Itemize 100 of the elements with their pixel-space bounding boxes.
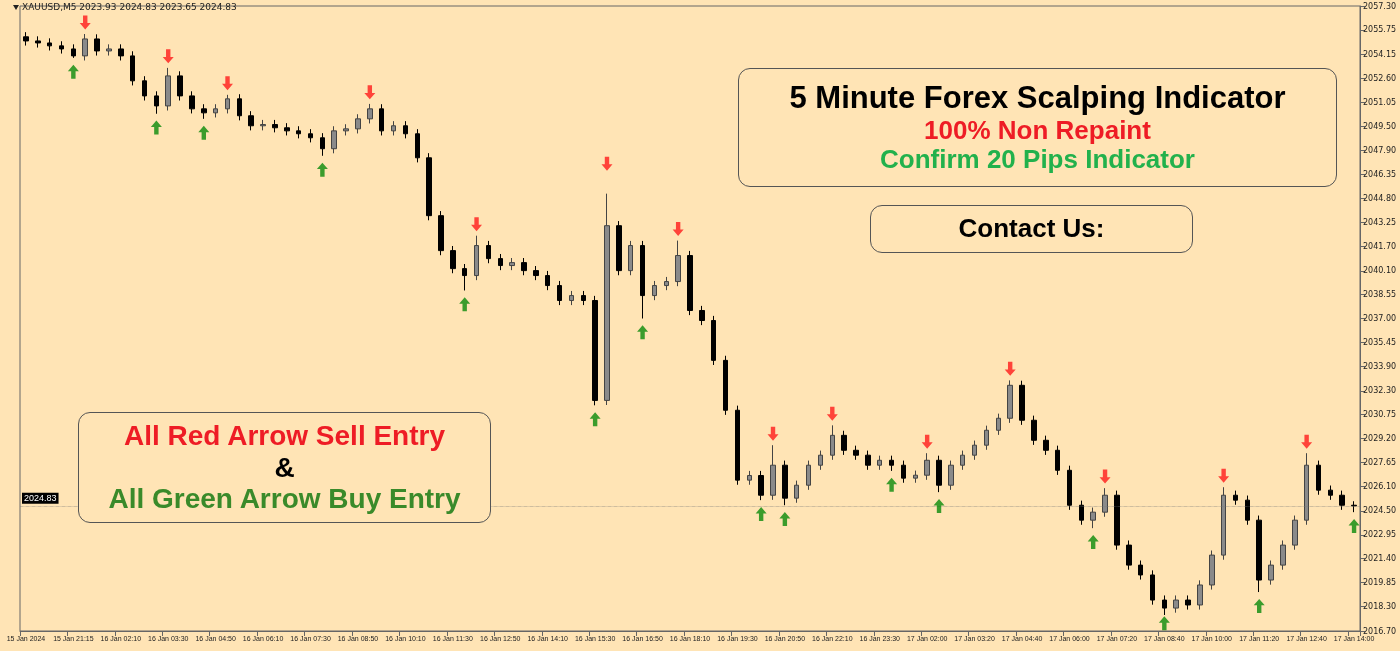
candlestick: [699, 305, 705, 326]
candlestick: [1339, 490, 1345, 511]
annotation: XAUUSD,M5 2023.93 2024.83 2023.65 2024.83: [22, 2, 237, 12]
annotation: 100% Non Repaint: [924, 114, 1151, 145]
candlestick: [165, 67, 171, 112]
candlestick: [367, 103, 373, 124]
candlestick: [320, 132, 325, 157]
candlestick: [830, 424, 835, 461]
y-tick-label: 2047.90: [1363, 146, 1397, 156]
candlestick: [331, 125, 337, 154]
candlestick: [391, 120, 396, 136]
candlestick: [1221, 486, 1226, 561]
candlestick: [450, 245, 456, 274]
candlestick: [1197, 579, 1203, 611]
annotation: &: [274, 451, 295, 484]
candlestick: [486, 240, 491, 264]
candlestick: [521, 257, 527, 276]
point: [755, 507, 767, 521]
candlestick: [1173, 594, 1179, 614]
y-tick-label: 2019.85: [1363, 578, 1397, 588]
point: [150, 120, 162, 135]
y-tick-label: 2035.45: [1363, 337, 1397, 347]
candlestick: [735, 405, 740, 486]
candlestick: [818, 450, 823, 471]
point: [637, 325, 649, 340]
y-tick-label: 2026.10: [1363, 481, 1397, 491]
candlestick: [59, 40, 64, 55]
candlestick: [1019, 380, 1025, 426]
point: [589, 412, 601, 427]
candlestick: [545, 270, 550, 291]
candlestick: [1316, 460, 1321, 496]
point: [933, 499, 945, 513]
y-tick-label: 2032.30: [1363, 386, 1397, 396]
candlestick: [1292, 515, 1298, 551]
candlestick: [189, 90, 195, 114]
candlestick: [687, 250, 693, 316]
candlestick: [1067, 465, 1072, 511]
point: [162, 49, 174, 64]
y-tick-label: 2044.80: [1363, 193, 1397, 203]
candlestick: [782, 460, 788, 506]
candlestick: [592, 295, 598, 406]
candlestick: [841, 430, 847, 456]
candlestick: [901, 460, 906, 484]
candlestick: [379, 103, 384, 136]
candlestick: [23, 31, 29, 47]
candlestick: [1209, 549, 1215, 591]
candlestick: [225, 94, 230, 114]
candlestick: [1351, 500, 1357, 513]
y-tick-label: 2016.70: [1363, 626, 1397, 636]
caption-panel: All Red Arrow Sell Entry & All Green Arrow Buy Entry: [78, 412, 491, 523]
candlestick: [201, 103, 207, 120]
annotation: Contact Us:: [958, 213, 1105, 244]
candlestick: [996, 413, 1001, 436]
candlestick: [1102, 487, 1108, 518]
candlestick: [675, 240, 681, 287]
candlestick: [284, 122, 290, 136]
candlestick: [71, 43, 76, 59]
point: [1348, 519, 1360, 534]
point: [79, 15, 91, 30]
candlestick: [865, 450, 871, 471]
candlestick: [1055, 445, 1060, 476]
point: [1099, 469, 1111, 484]
candlestick: [248, 110, 254, 131]
point: [767, 426, 779, 441]
candlestick: [474, 235, 479, 281]
candlestick: [1126, 539, 1132, 571]
candlestick: [355, 113, 361, 134]
candlestick: [664, 276, 669, 291]
contact-panel: Contact Us:: [870, 205, 1193, 253]
y-tick-label: 2033.90: [1363, 361, 1397, 371]
candlestick: [533, 265, 539, 281]
candlestick: [237, 93, 242, 121]
candlestick: [1114, 490, 1120, 551]
y-tick-label: 2018.30: [1363, 601, 1397, 611]
candlestick: [1185, 594, 1191, 611]
candlestick: [1256, 515, 1262, 593]
y-tick-label: 2037.00: [1363, 314, 1397, 323]
candlestick: [806, 460, 811, 491]
y-tick-label: 2046.35: [1363, 170, 1397, 180]
annotation: Confirm 20 Pips Indicator: [880, 143, 1195, 174]
candlestick: [118, 43, 124, 61]
point: [459, 297, 471, 312]
point: [1301, 434, 1313, 449]
candlestick: [758, 470, 764, 501]
candlestick: [82, 33, 88, 61]
candlestick: [308, 128, 313, 143]
candlestick: [94, 33, 100, 57]
point: [67, 64, 79, 79]
candlestick: [770, 444, 776, 501]
candlestick: [177, 70, 183, 102]
point: [1087, 535, 1099, 550]
y-tick-label: 2043.25: [1363, 217, 1397, 227]
candlestick: [853, 445, 859, 461]
y-tick-label: 2049.50: [1363, 121, 1397, 131]
point: [198, 125, 210, 140]
ref-line-label: 2024.83: [24, 493, 57, 504]
candlestick: [1043, 435, 1049, 456]
point: [1218, 468, 1230, 483]
point: [1004, 361, 1016, 376]
candlestick: [1079, 500, 1084, 526]
